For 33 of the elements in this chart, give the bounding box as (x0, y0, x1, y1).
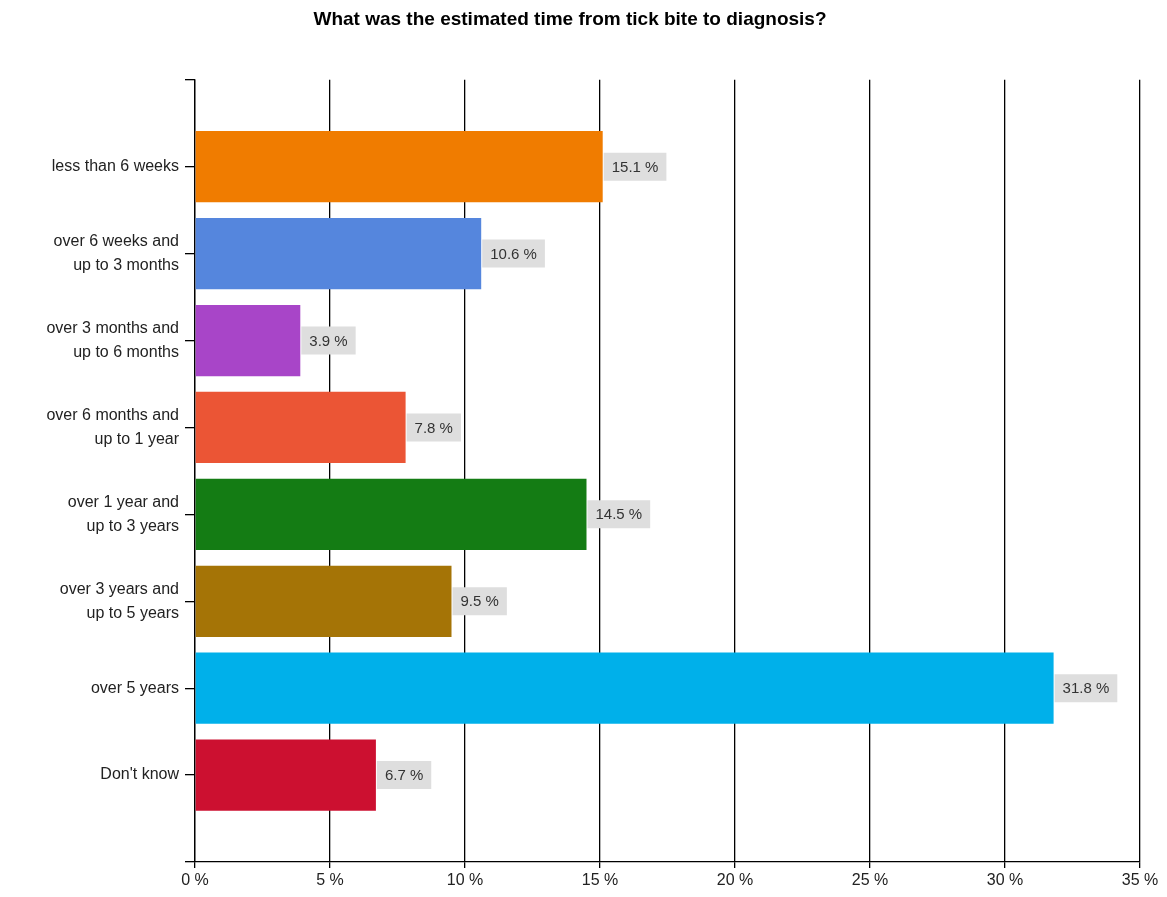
y-tick-label: Don't know (100, 765, 180, 783)
data-label: 15.1 % (611, 157, 659, 175)
y-tick-label: over 6 months and up to 1 year (46, 405, 180, 447)
y-tick-label: less than 6 weeks (51, 157, 179, 175)
data-label: 3.9 % (309, 331, 348, 349)
data-label: 10.6 % (490, 244, 537, 262)
y-tick-label: over 3 years and up to 5 years (59, 579, 179, 621)
bar (195, 652, 1054, 724)
x-tick-label: 35 % (1121, 871, 1159, 889)
y-tick-label: over 6 weeks and up to 3 months (53, 232, 179, 274)
bar (195, 391, 406, 464)
x-tick-label: 15 % (581, 871, 619, 889)
data-label: 14.5 % (595, 505, 643, 523)
data-label: 31.8 % (1062, 679, 1110, 697)
x-tick-label: 0 % (181, 871, 209, 889)
x-tick-label: 25 % (851, 871, 889, 889)
data-label: 6.7 % (384, 766, 424, 784)
bar (195, 131, 603, 203)
data-label: 7.8 % (414, 418, 453, 436)
x-tick-label: 30 % (986, 871, 1024, 889)
data-label: 9.5 % (460, 592, 499, 610)
bar (195, 739, 376, 811)
bar (195, 478, 587, 550)
y-tick-label: over 5 years (90, 678, 179, 696)
x-tick-label: 5 % (316, 871, 344, 889)
chart-title: What was the estimated time from tick bite to diagnosis? (313, 7, 827, 29)
bar (195, 217, 482, 290)
y-tick-label: over 3 months and up to 6 months (46, 318, 179, 360)
x-tick-label: 10 % (446, 871, 484, 889)
bar (195, 304, 301, 377)
bar (195, 565, 452, 637)
y-tick-label: over 1 year and up to 3 years (67, 492, 179, 534)
x-tick-label: 20 % (716, 871, 754, 889)
